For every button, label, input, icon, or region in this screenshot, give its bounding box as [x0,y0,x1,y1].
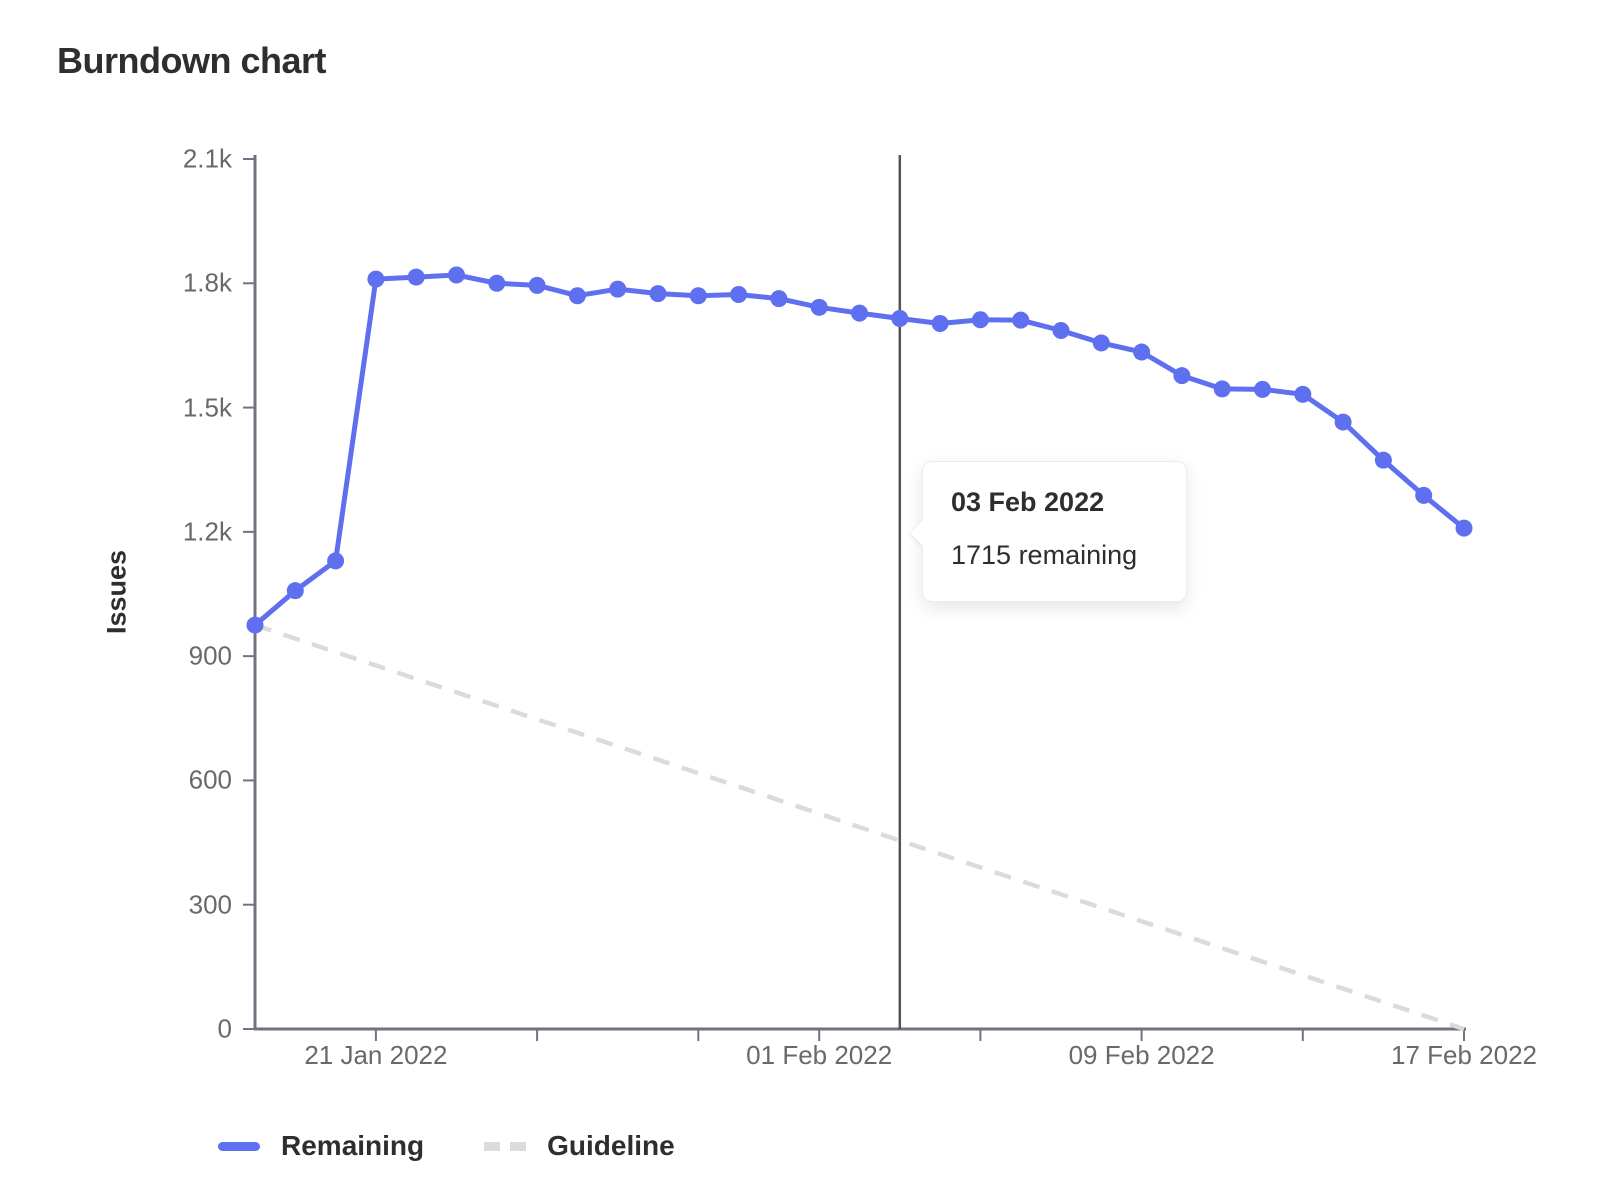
data-point-08-Feb-2022[interactable] [1092,334,1110,352]
data-point-20-Jan-2022[interactable] [327,552,345,570]
data-point-01-Feb-2022[interactable] [810,298,828,316]
data-point-15-Feb-2022[interactable] [1374,451,1392,469]
data-point-06-Feb-2022[interactable] [1012,311,1030,329]
data-point-16-Feb-2022[interactable] [1415,486,1433,504]
data-point-12-Feb-2022[interactable] [1254,380,1271,398]
y-tick-label-0: 0 [217,1013,232,1044]
data-point-07-Feb-2022[interactable] [1052,322,1070,340]
y-tick-label-1.5k: 1.5k [182,392,232,423]
data-point-18-Jan-2022[interactable] [246,616,264,634]
legend-item-guideline[interactable]: Guideline [484,1130,675,1162]
x-tick-label-01-Feb-2022: 01 Feb 2022 [746,1040,893,1070]
tooltip-date: 03 Feb 2022 [951,487,1105,517]
legend-label-remaining: Remaining [281,1130,425,1161]
y-tick-label-2.1k: 2.1k [182,143,232,174]
remaining-line [252,272,1467,628]
x-tick-label-17-Feb-2022: 17 Feb 2022 [1390,1040,1538,1070]
y-tick-label-1.8k: 1.8k [182,267,232,298]
guideline-line [254,622,1465,1032]
data-point-28-Jan-2022[interactable] [649,285,667,303]
data-point-21-Jan-2022[interactable] [367,270,385,288]
y-tick-label-1.2k: 1.2k [182,516,232,547]
data-point-22-Jan-2022[interactable] [407,268,425,286]
data-point-19-Jan-2022[interactable] [286,582,304,600]
legend-item-remaining[interactable]: Remaining [218,1130,424,1162]
data-point-26-Jan-2022[interactable] [568,287,586,305]
data-point-02-Feb-2022[interactable] [851,304,868,322]
data-point-03-Feb-2022[interactable] [891,310,909,327]
guideline-dash-icon [484,1141,527,1151]
data-point-04-Feb-2022[interactable] [931,314,949,332]
x-tick-label-09-Feb-2022: 09 Feb 2022 [1068,1040,1215,1070]
data-point-29-Jan-2022[interactable] [689,287,707,305]
data-point-30-Jan-2022[interactable] [730,285,748,303]
y-tick-label-900: 900 [188,640,232,671]
data-point-13-Feb-2022[interactable] [1294,385,1312,403]
remaining-line-icon [218,1141,260,1151]
data-point-23-Jan-2022[interactable] [448,266,465,284]
x-tick-label-21-Jan-2022: 21 Jan 2022 [304,1040,448,1070]
data-point-25-Jan-2022[interactable] [528,276,546,294]
y-tick-label-600: 600 [188,764,232,795]
chart-tooltip: 03 Feb 2022 1715 remaining [922,461,1187,602]
data-point-11-Feb-2022[interactable] [1213,380,1231,398]
data-point-10-Feb-2022[interactable] [1173,367,1191,385]
data-point-27-Jan-2022[interactable] [609,280,627,298]
chart-legend: Remaining Guideline [218,1130,675,1162]
y-tick-label-300: 300 [188,889,232,920]
tooltip-remaining-value: 1715 remaining [951,540,1138,570]
data-point-24-Jan-2022[interactable] [488,274,506,292]
data-point-31-Jan-2022[interactable] [770,290,788,308]
data-point-09-Feb-2022[interactable] [1133,343,1151,361]
page-title: Burndown chart [57,40,327,81]
data-point-14-Feb-2022[interactable] [1334,413,1352,431]
data-point-17-Feb-2022[interactable] [1455,519,1473,537]
y-axis-label: Issues [101,549,132,635]
data-point-05-Feb-2022[interactable] [971,311,989,329]
legend-label-guideline: Guideline [547,1130,675,1161]
